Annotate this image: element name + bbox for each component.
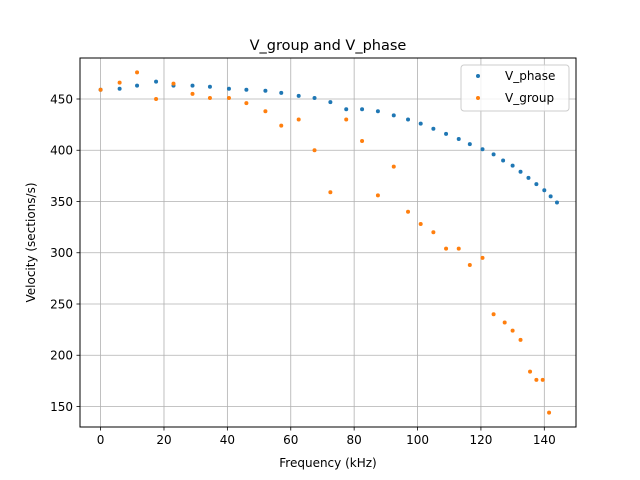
- data-point: [360, 139, 365, 144]
- data-point: [391, 164, 396, 169]
- data-point: [418, 222, 423, 227]
- legend-label-v-group: V_group: [505, 91, 554, 105]
- data-point: [226, 86, 231, 91]
- data-point: [328, 190, 333, 195]
- data-point: [360, 107, 365, 112]
- y-tick-label: 250: [50, 297, 73, 311]
- data-point: [312, 95, 317, 100]
- y-tick-label: 400: [50, 144, 73, 158]
- data-point: [207, 84, 212, 89]
- y-tick-label: 150: [50, 400, 73, 414]
- data-point: [135, 83, 140, 88]
- data-point: [207, 95, 212, 100]
- data-point: [456, 246, 461, 251]
- data-point: [526, 175, 531, 180]
- x-tick-label: 0: [97, 433, 105, 447]
- data-point: [467, 142, 472, 147]
- data-point: [117, 86, 122, 91]
- data-point: [171, 81, 176, 86]
- x-tick-label: 120: [469, 433, 492, 447]
- data-point: [418, 121, 423, 126]
- y-tick-label: 200: [50, 349, 73, 363]
- data-point: [244, 87, 249, 92]
- data-point: [547, 410, 552, 415]
- data-point: [501, 158, 506, 163]
- data-point: [154, 97, 159, 101]
- data-point: [528, 369, 533, 374]
- data-point: [406, 209, 411, 214]
- data-point: [467, 263, 472, 268]
- x-tick-label: 80: [347, 433, 362, 447]
- x-tick-label: 20: [156, 433, 171, 447]
- data-point: [190, 91, 195, 96]
- data-point: [518, 337, 523, 342]
- data-point: [98, 87, 103, 92]
- data-point: [226, 95, 231, 100]
- data-point: [431, 230, 436, 235]
- data-point: [456, 136, 461, 141]
- y-axis-label: Velocity (sections/s): [24, 182, 38, 302]
- data-point: [328, 100, 333, 105]
- data-point: [554, 200, 559, 205]
- chart-title: V_group and V_phase: [250, 38, 407, 54]
- data-point: [279, 90, 284, 95]
- data-point: [135, 70, 140, 75]
- x-axis-label: Frequency (kHz): [279, 456, 376, 470]
- legend: V_phase V_group: [460, 64, 570, 112]
- data-point: [480, 147, 485, 152]
- data-point: [312, 148, 317, 153]
- y-tick-label: 350: [50, 195, 73, 209]
- data-point: [480, 255, 485, 260]
- x-tick-label: 40: [220, 433, 235, 447]
- legend-marker-v-group: [476, 96, 480, 100]
- y-axis-ticks: 150 200 250 300 350 400 450: [50, 92, 80, 414]
- data-point: [518, 169, 523, 174]
- data-point: [263, 88, 268, 93]
- plot-frame: [79, 57, 577, 428]
- x-axis-ticks: 0 20 40 60 80 100 120 140: [97, 427, 556, 447]
- data-point: [444, 131, 449, 136]
- data-point: [279, 123, 284, 128]
- legend-marker-v-phase: [476, 74, 480, 78]
- data-point: [244, 101, 249, 106]
- data-points: [98, 70, 559, 415]
- legend-box: [460, 64, 570, 112]
- data-point: [375, 109, 380, 114]
- data-point: [548, 194, 553, 199]
- data-point: [534, 377, 539, 382]
- data-point: [154, 79, 159, 84]
- data-point: [491, 312, 496, 317]
- data-point: [375, 193, 380, 198]
- legend-label-v-phase: V_phase: [505, 69, 555, 83]
- data-point: [190, 83, 195, 88]
- data-point: [491, 152, 496, 157]
- data-point: [542, 188, 547, 193]
- y-tick-label: 450: [50, 92, 73, 106]
- data-point: [510, 328, 515, 333]
- data-point: [502, 320, 507, 325]
- data-point: [540, 377, 545, 382]
- data-point: [391, 113, 396, 118]
- x-tick-label: 140: [533, 433, 556, 447]
- data-point: [296, 117, 301, 122]
- data-point: [117, 80, 122, 85]
- data-point: [263, 109, 268, 114]
- series-v-phase: [98, 79, 559, 205]
- data-point: [444, 246, 449, 251]
- data-point: [510, 163, 515, 168]
- series-v-group: [98, 70, 552, 415]
- data-point: [344, 117, 349, 122]
- y-tick-label: 300: [50, 246, 73, 260]
- x-tick-label: 100: [406, 433, 429, 447]
- data-point: [406, 117, 411, 122]
- grid-lines: [80, 58, 576, 427]
- data-point: [296, 93, 301, 98]
- data-point: [534, 182, 539, 187]
- x-tick-label: 60: [283, 433, 298, 447]
- data-point: [431, 126, 436, 131]
- data-point: [344, 107, 349, 112]
